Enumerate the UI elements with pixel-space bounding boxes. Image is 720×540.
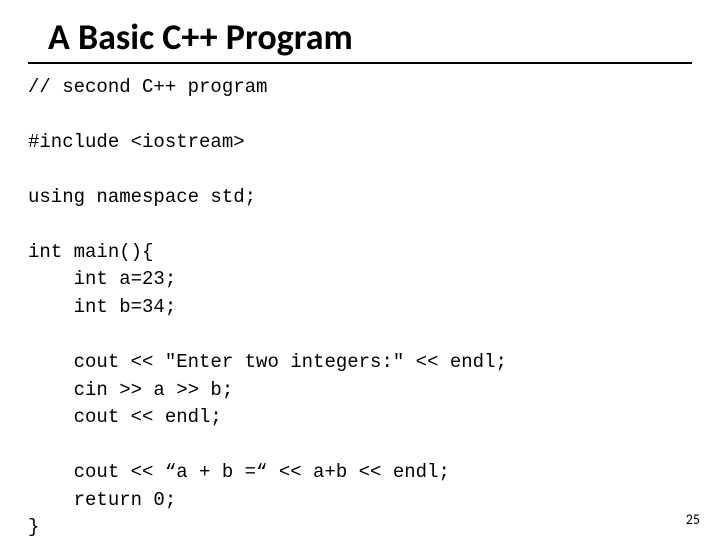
code-line: int main(){ (28, 241, 153, 263)
code-line: cout << “a + b =“ << a+b << endl; (28, 461, 450, 483)
code-line: cout << endl; (28, 406, 222, 428)
code-line: int a=23; (28, 268, 176, 290)
page-number: 25 (686, 511, 700, 528)
code-line: cout << "Enter two integers:" << endl; (28, 351, 507, 373)
code-line: int b=34; (28, 296, 176, 318)
code-line: return 0; (28, 489, 176, 511)
code-line: } (28, 516, 39, 538)
slide-title: A Basic C++ Program (28, 18, 692, 64)
slide: A Basic C++ Program // second C++ progra… (0, 0, 720, 540)
code-line: cin >> a >> b; (28, 379, 233, 401)
code-line: // second C++ program (28, 76, 267, 98)
code-line: using namespace std; (28, 186, 256, 208)
code-block: // second C++ program #include <iostream… (28, 74, 692, 540)
code-line: #include <iostream> (28, 131, 245, 153)
